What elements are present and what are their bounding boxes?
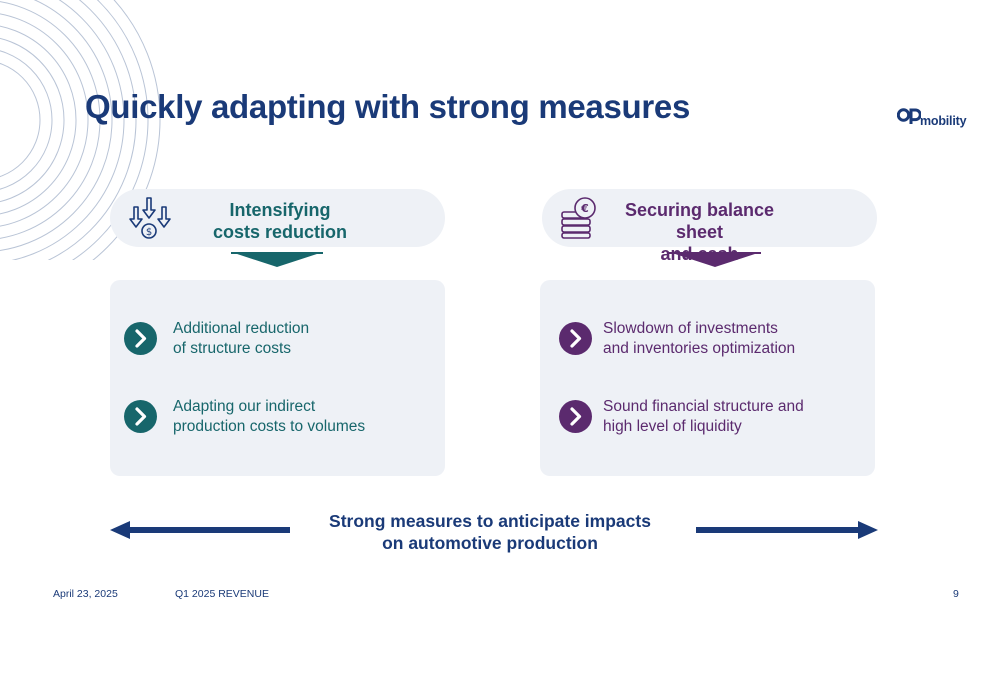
cost-reduction-icon: $ xyxy=(129,197,171,239)
op-logo-icon xyxy=(897,108,921,124)
item-text: Sound financial structure and high level… xyxy=(603,397,804,436)
heading-line: Securing balance sheet xyxy=(624,200,775,242)
item-line: high level of liquidity xyxy=(603,417,742,435)
chevron-right-icon xyxy=(124,322,157,355)
list-item: Additional reduction of structure costs xyxy=(124,319,435,366)
chevron-right-icon xyxy=(124,400,157,433)
heading-line: costs reduction xyxy=(212,222,348,242)
euro-coins-icon: € xyxy=(561,197,596,239)
logo-text: mobility xyxy=(920,114,967,128)
svg-text:$: $ xyxy=(146,227,152,238)
right-arrow-icon xyxy=(696,521,878,539)
chevron-right-icon xyxy=(559,400,592,433)
decorative-arcs xyxy=(0,0,161,260)
item-line: Slowdown of investments xyxy=(603,320,778,337)
teal-pointer-triangle xyxy=(231,252,323,267)
costs-reduction-title: Intensifying costs reduction xyxy=(195,199,365,243)
svg-text:€: € xyxy=(580,202,589,215)
conclusion-line: on automotive production xyxy=(382,533,598,553)
list-item: Sound financial structure and high level… xyxy=(559,397,865,444)
footer-title: Q1 2025 REVENUE xyxy=(175,588,269,600)
bidirectional-arrows xyxy=(110,521,878,539)
item-line: Adapting our indirect xyxy=(173,398,316,415)
item-text: Additional reduction of structure costs xyxy=(173,319,309,358)
footer-date: April 23, 2025 xyxy=(53,588,118,600)
item-text: Slowdown of investments and inventories … xyxy=(603,319,795,358)
page-number: 9 xyxy=(953,588,959,600)
item-line: production costs to volumes xyxy=(173,417,366,435)
item-text: Adapting our indirect production costs t… xyxy=(173,397,365,436)
balance-sheet-panel: Slowdown of investments and inventories … xyxy=(540,280,875,476)
conclusion-text: Strong measures to anticipate impacts on… xyxy=(280,510,700,554)
list-item: Adapting our indirect production costs t… xyxy=(124,397,435,444)
costs-reduction-panel: Additional reduction of structure costs … xyxy=(110,280,445,476)
item-line: of structure costs xyxy=(173,339,292,357)
page-title: Quickly adapting with strong measures xyxy=(85,88,691,125)
item-line: and inventories optimization xyxy=(603,339,796,357)
list-item: Slowdown of investments and inventories … xyxy=(559,319,865,366)
costs-reduction-header: $ Intensifying costs reduction xyxy=(110,189,445,247)
balance-sheet-header: € Securing balance sheet and cash xyxy=(542,189,877,264)
chevron-right-icon xyxy=(559,322,592,355)
brand-logo: mobility xyxy=(897,106,977,130)
conclusion-line: Strong measures to anticipate impacts xyxy=(329,511,651,531)
left-arrow-icon xyxy=(110,521,290,539)
purple-pointer-triangle xyxy=(669,252,761,267)
item-line: Additional reduction xyxy=(173,320,310,337)
item-line: Sound financial structure and xyxy=(603,398,804,415)
heading-line: Intensifying xyxy=(229,200,331,220)
